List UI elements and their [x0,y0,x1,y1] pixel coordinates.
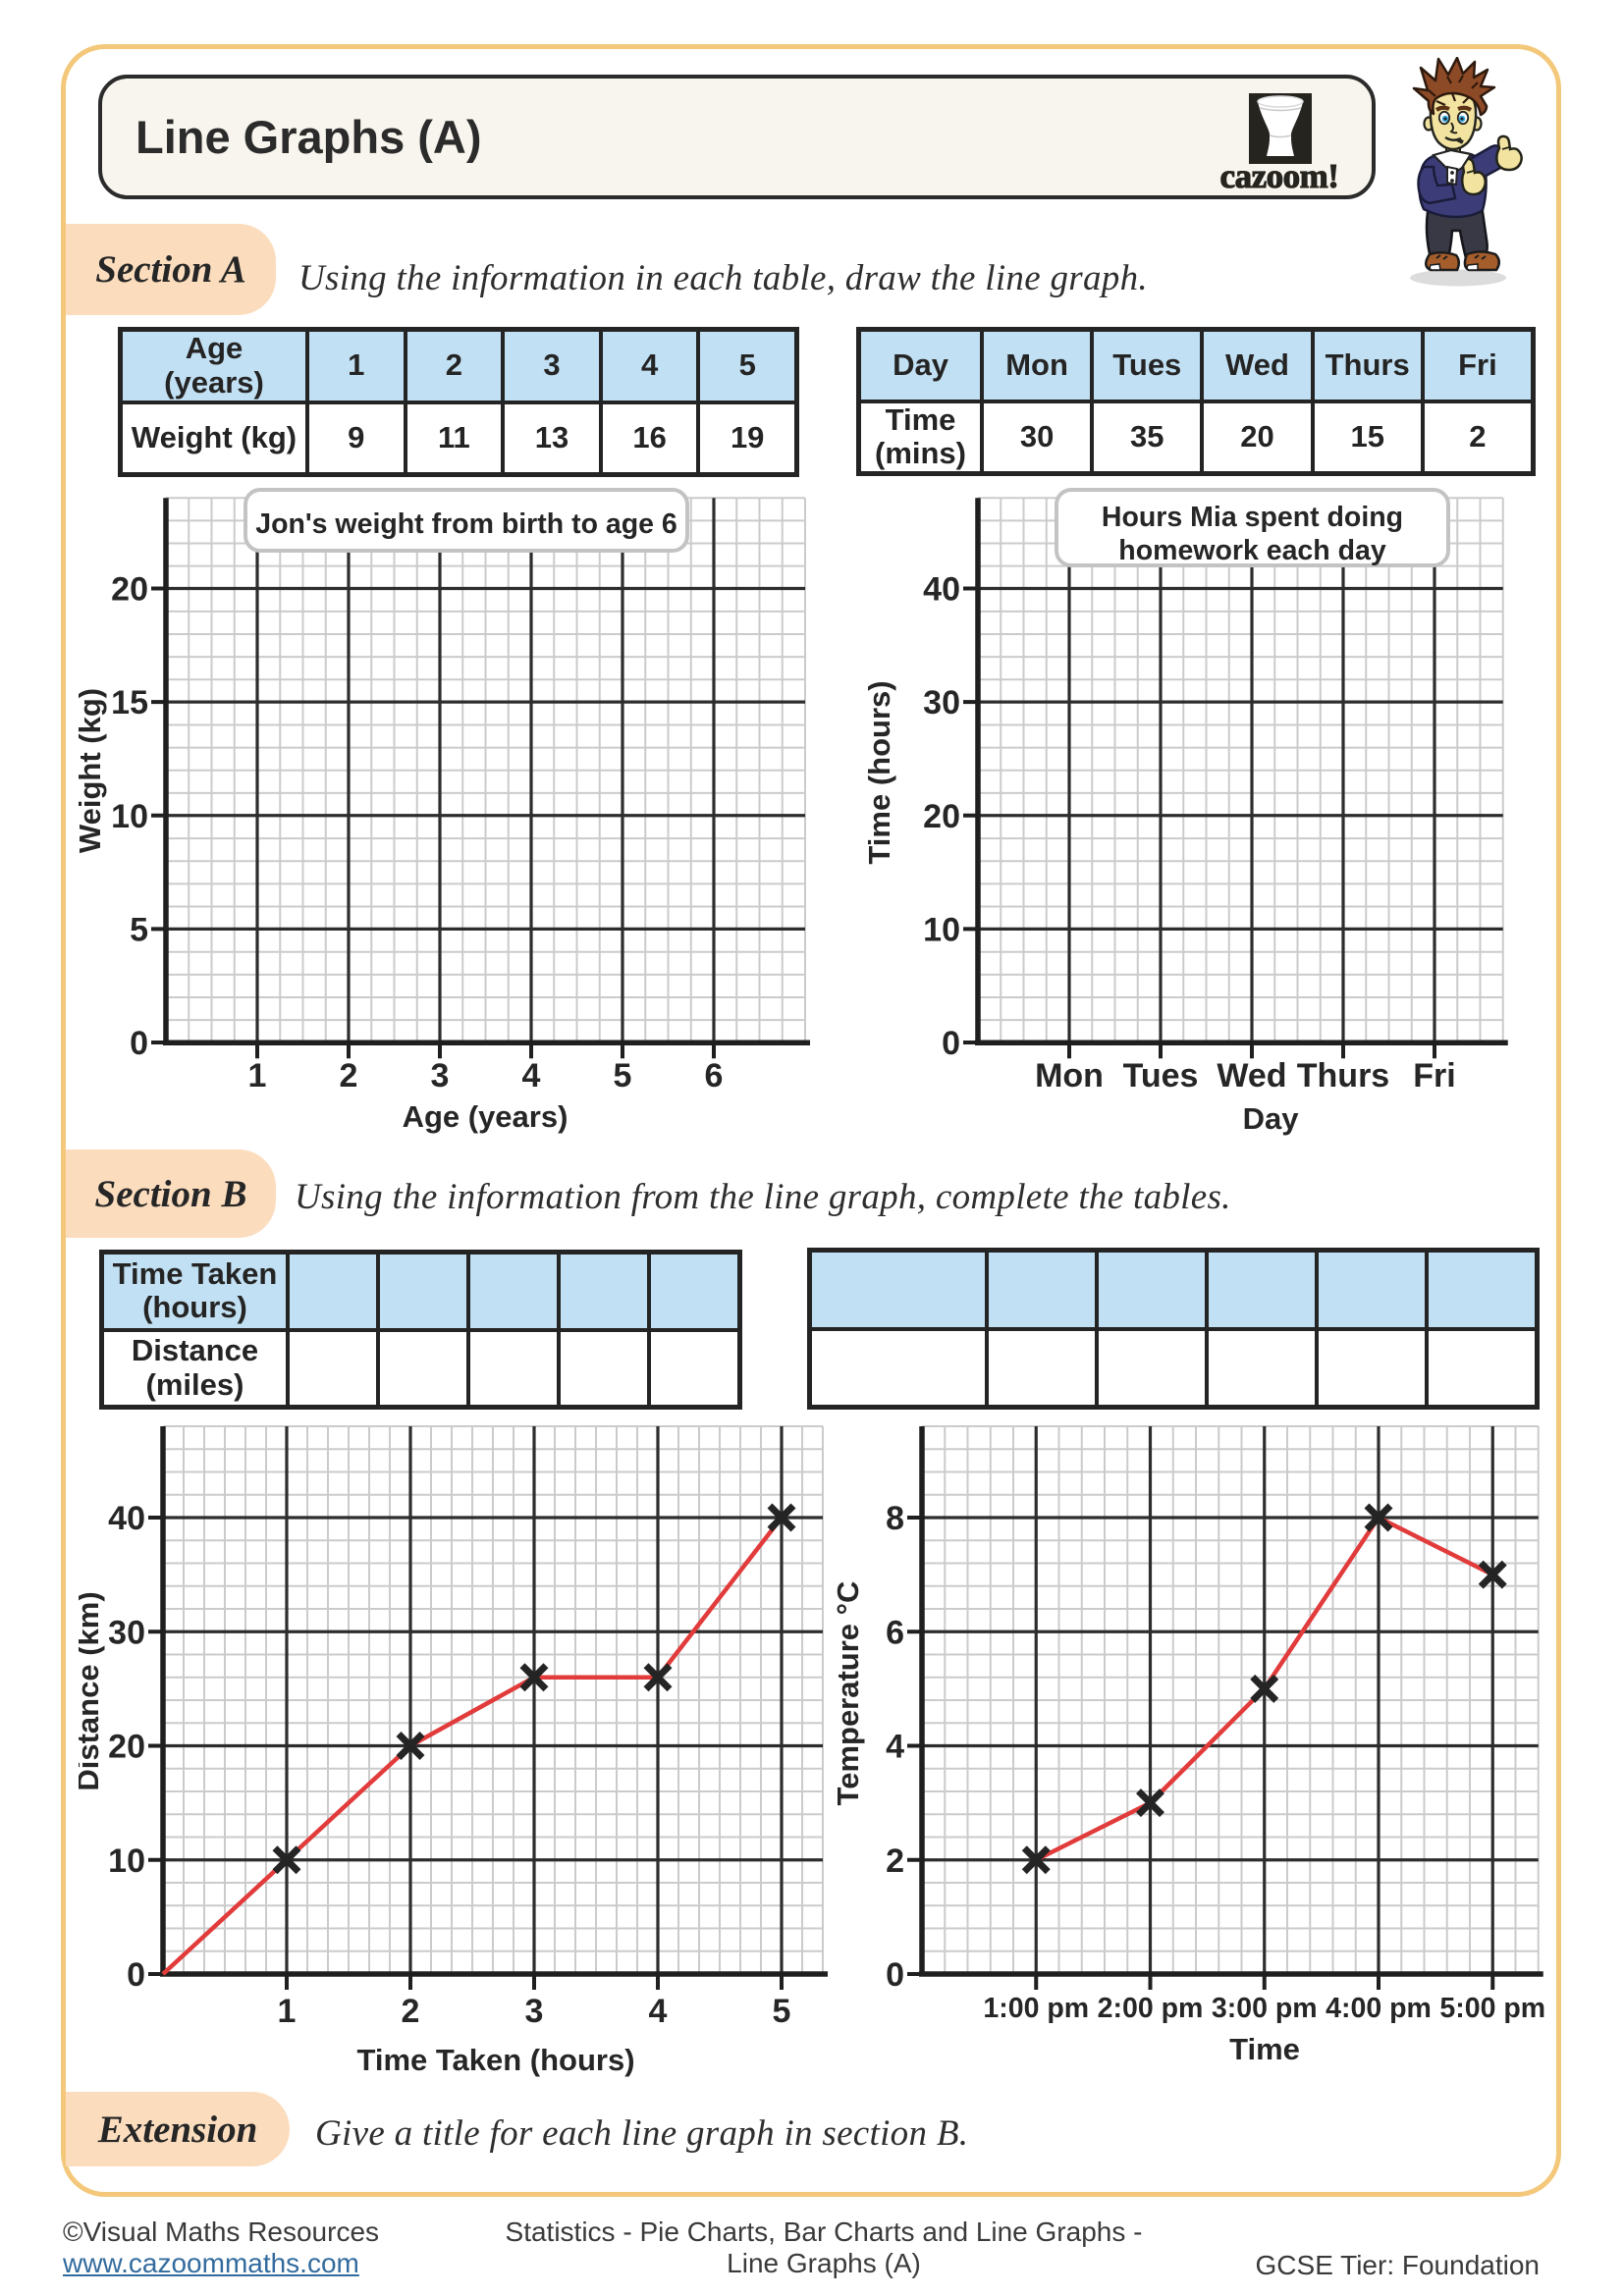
svg-text:4: 4 [649,1993,668,2030]
svg-text:Temperature °C: Temperature °C [831,1581,865,1806]
svg-text:4: 4 [522,1057,541,1095]
svg-text:2: 2 [340,1057,358,1095]
svg-text:1:00 pm: 1:00 pm [983,1993,1089,2024]
svg-text:20: 20 [111,571,148,609]
svg-text:5: 5 [130,911,148,948]
svg-text:40: 40 [108,1500,145,1537]
svg-text:Age (years): Age (years) [403,1099,568,1134]
svg-text:Distance (km): Distance (km) [79,1591,105,1790]
svg-text:10: 10 [923,911,960,948]
svg-text:0: 0 [886,1956,904,1994]
svg-text:1: 1 [248,1057,267,1095]
svg-text:8: 8 [886,1500,904,1537]
svg-text:Jon's weight from birth to age: Jon's weight from birth to age 6 [255,508,677,540]
svg-text:6: 6 [705,1057,724,1095]
svg-text:20: 20 [108,1729,145,1766]
svg-text:Hours Mia spent doing: Hours Mia spent doing [1102,502,1403,533]
svg-text:30: 30 [108,1614,145,1651]
svg-text:20: 20 [923,798,960,835]
svg-text:4: 4 [886,1729,904,1766]
svg-text:30: 30 [923,684,960,721]
svg-text:5: 5 [773,1993,791,2030]
svg-text:Tues: Tues [1123,1057,1199,1095]
svg-text:4:00 pm: 4:00 pm [1326,1993,1432,2024]
svg-text:15: 15 [111,684,148,721]
svg-text:0: 0 [942,1025,960,1062]
svg-text:6: 6 [886,1614,904,1651]
svg-text:Weight (kg): Weight (kg) [79,688,107,853]
svg-text:5: 5 [614,1057,632,1095]
svg-text:2: 2 [402,1993,420,2030]
svg-text:Time (hours): Time (hours) [864,680,896,864]
svg-text:5:00 pm: 5:00 pm [1439,1993,1545,2024]
svg-text:Day: Day [1243,1101,1300,1136]
svg-text:3: 3 [431,1057,450,1095]
svg-text:3:00 pm: 3:00 pm [1212,1993,1318,2024]
svg-text:10: 10 [111,798,148,835]
svg-text:0: 0 [127,1956,145,1994]
svg-text:Fri: Fri [1413,1057,1455,1095]
svg-text:40: 40 [923,571,960,609]
svg-text:3: 3 [525,1993,544,2030]
svg-text:0: 0 [130,1025,148,1062]
svg-text:1: 1 [278,1993,297,2030]
svg-text:Time Taken (hours): Time Taken (hours) [356,2043,634,2077]
svg-text:2: 2 [886,1842,904,1880]
svg-text:Thurs: Thurs [1297,1057,1389,1095]
svg-text:Wed: Wed [1217,1057,1286,1095]
svg-text:2:00 pm: 2:00 pm [1098,1993,1204,2024]
svg-text:Mon: Mon [1035,1057,1104,1095]
svg-text:Time: Time [1229,2032,1300,2066]
svg-text:homework each day: homework each day [1118,535,1386,566]
svg-text:10: 10 [108,1842,145,1880]
